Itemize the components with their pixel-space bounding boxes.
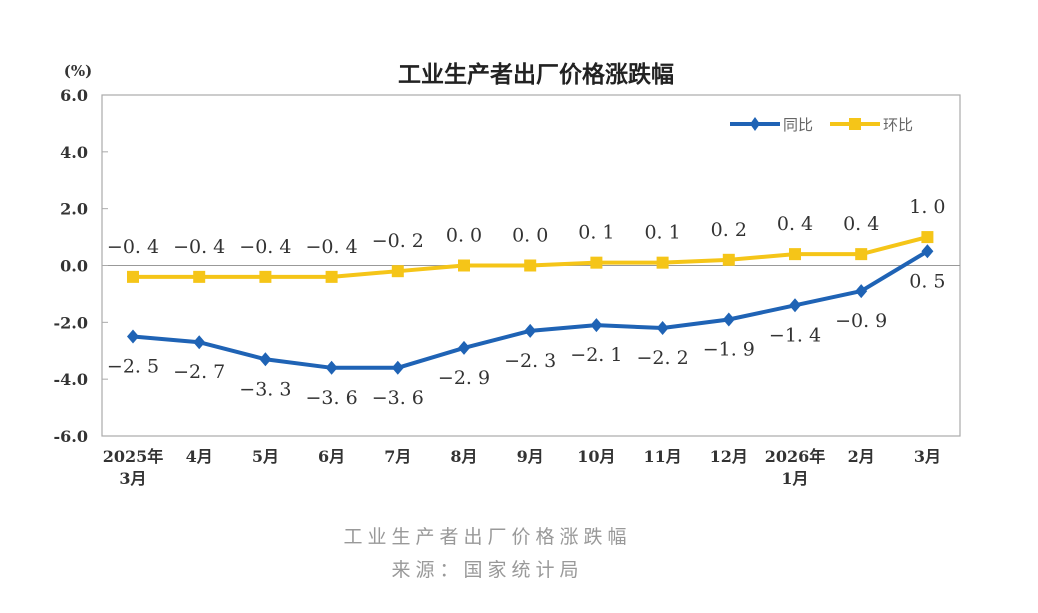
y-tick-label: -2.0: [54, 313, 88, 332]
data-point-mom: [722, 253, 735, 266]
legend-marker: [849, 118, 861, 130]
data-label: −0. 2: [372, 230, 424, 252]
data-label: −0. 9: [835, 310, 887, 332]
data-point-yoy: [193, 335, 206, 350]
caption-source: 来源：国家统计局: [391, 559, 584, 581]
y-tick-label: 6.0: [60, 86, 88, 105]
data-point-yoy: [789, 298, 801, 313]
data-point-mom: [193, 270, 206, 283]
data-label: −2. 1: [570, 344, 622, 366]
data-label: −1. 9: [703, 338, 755, 360]
data-label: −0. 4: [306, 236, 358, 258]
data-label: −2. 5: [107, 356, 159, 378]
data-label: 0. 1: [644, 222, 680, 244]
data-label: 0. 4: [777, 213, 813, 235]
data-point-yoy: [590, 318, 603, 333]
data-label: −2. 9: [438, 367, 490, 389]
x-tick-label: 5月: [252, 447, 279, 466]
legend-label: 同比: [783, 116, 813, 134]
chart-title: 工业生产者出厂价格涨跌幅: [398, 61, 674, 88]
data-label: 0. 0: [446, 225, 482, 247]
y-tick-label: 0.0: [60, 257, 88, 276]
data-point-yoy: [458, 340, 470, 355]
data-point-yoy: [656, 321, 669, 336]
x-tick-label: 3月: [119, 469, 146, 488]
data-label: −0. 4: [107, 236, 159, 258]
data-point-mom: [590, 256, 603, 269]
x-tick-label: 11月: [643, 447, 681, 466]
x-tick-label: 2026年: [765, 447, 826, 466]
x-tick-label: 9月: [517, 447, 544, 466]
y-tick-label: 2.0: [60, 200, 88, 219]
data-point-mom: [524, 259, 537, 272]
data-point-mom: [259, 270, 272, 283]
data-label: −2. 3: [504, 350, 556, 372]
y-axis-unit: (%): [64, 62, 92, 80]
data-point-mom: [127, 270, 139, 283]
data-label: −3. 6: [372, 387, 424, 409]
data-point-yoy: [524, 323, 537, 338]
x-tick-label: 10月: [577, 447, 615, 466]
data-point-mom: [391, 265, 404, 278]
data-point-yoy: [127, 329, 139, 344]
data-point-yoy: [325, 360, 338, 375]
data-point-mom: [789, 248, 801, 261]
x-tick-label: 3月: [914, 447, 941, 466]
x-tick-label: 12月: [710, 447, 748, 466]
data-label: −2. 2: [637, 347, 689, 369]
data-point-yoy: [722, 312, 735, 327]
data-label: 0. 2: [711, 219, 747, 241]
x-tick-label: 2月: [848, 447, 875, 466]
data-label: −3. 3: [239, 378, 291, 400]
data-label: 0. 1: [578, 222, 614, 244]
data-label: 0. 5: [909, 270, 945, 292]
data-label: 0. 0: [512, 225, 548, 247]
data-point-yoy: [921, 244, 934, 259]
legend-label: 环比: [883, 116, 913, 134]
data-label: −1. 4: [769, 324, 821, 346]
data-point-mom: [855, 248, 868, 261]
x-tick-label: 8月: [450, 447, 477, 466]
data-label: 1. 0: [909, 196, 945, 218]
data-label: −0. 4: [173, 236, 225, 258]
data-point-mom: [458, 259, 470, 272]
x-tick-label: 4月: [186, 447, 213, 466]
data-point-mom: [921, 231, 934, 244]
caption-title: 工业生产者出厂价格涨跌幅: [343, 526, 632, 548]
y-tick-label: 4.0: [60, 143, 88, 162]
x-tick-label: 2025年: [103, 447, 164, 466]
data-point-yoy: [391, 360, 404, 375]
x-tick-label: 6月: [318, 447, 345, 466]
data-point-mom: [325, 270, 338, 283]
data-label: 0. 4: [843, 213, 879, 235]
y-tick-label: -4.0: [54, 370, 88, 389]
data-point-yoy: [855, 284, 868, 299]
x-tick-label: 7月: [384, 447, 411, 466]
data-label: −2. 7: [173, 361, 225, 383]
data-label: −0. 4: [239, 236, 291, 258]
x-tick-label: 1月: [781, 469, 808, 488]
legend-marker: [750, 117, 760, 131]
data-point-yoy: [259, 352, 272, 367]
data-label: −3. 6: [306, 387, 358, 409]
y-tick-label: -6.0: [54, 427, 88, 446]
data-point-mom: [656, 256, 669, 269]
